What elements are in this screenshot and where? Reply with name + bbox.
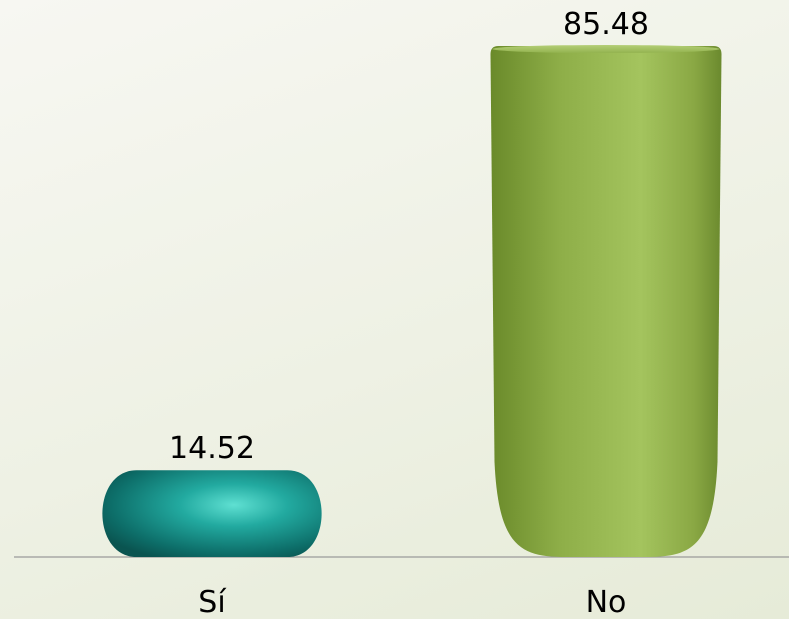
category-label-s: Sí xyxy=(198,585,227,619)
data-label-no: 85.48 xyxy=(563,7,649,42)
bar-no xyxy=(490,46,722,557)
labels-layer: 14.52 Sí 85.48 No xyxy=(169,7,649,619)
bar-rim-no xyxy=(492,45,720,53)
bars-layer xyxy=(102,45,722,557)
data-label-s: 14.52 xyxy=(169,431,255,466)
bar-s xyxy=(102,470,322,557)
category-label-no: No xyxy=(586,585,627,619)
